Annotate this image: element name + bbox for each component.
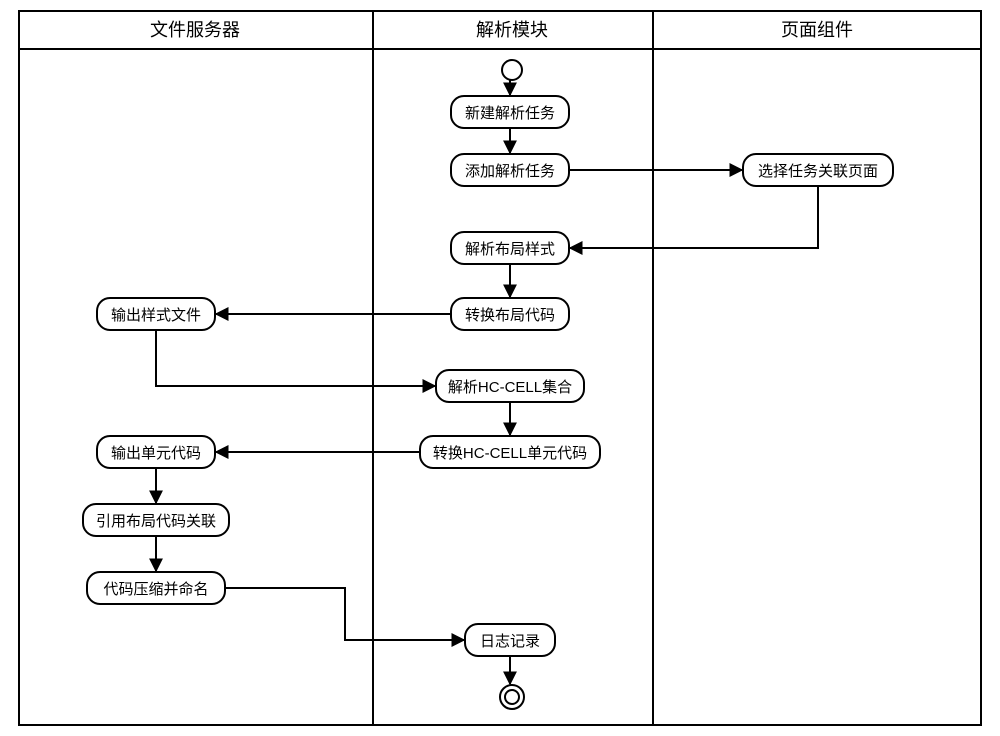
flow-node: 选择任务关联页面 (742, 153, 894, 187)
lane-header-parse-module: 解析模块 (372, 10, 652, 50)
flow-node: 解析HC-CELL集合 (435, 369, 585, 403)
lane-divider-2 (652, 10, 654, 726)
flow-node: 代码压缩并命名 (86, 571, 226, 605)
start-node-icon (501, 59, 523, 81)
flow-node: 添加解析任务 (450, 153, 570, 187)
flow-node: 转换布局代码 (450, 297, 570, 331)
lane-header-file-server: 文件服务器 (18, 10, 372, 50)
flow-node: 输出单元代码 (96, 435, 216, 469)
flow-node: 日志记录 (464, 623, 556, 657)
flow-node: 新建解析任务 (450, 95, 570, 129)
flow-node: 转换HC-CELL单元代码 (419, 435, 601, 469)
flow-node: 引用布局代码关联 (82, 503, 230, 537)
flow-node: 输出样式文件 (96, 297, 216, 331)
flow-node: 解析布局样式 (450, 231, 570, 265)
diagram-container: 文件服务器 解析模块 页面组件 新建解析任务添加解析任务 选择任务关联页面解析布局… (0, 0, 1000, 736)
lane-header-page-component: 页面组件 (652, 10, 982, 50)
end-node-icon (499, 684, 525, 710)
lane-divider-1 (372, 10, 374, 726)
